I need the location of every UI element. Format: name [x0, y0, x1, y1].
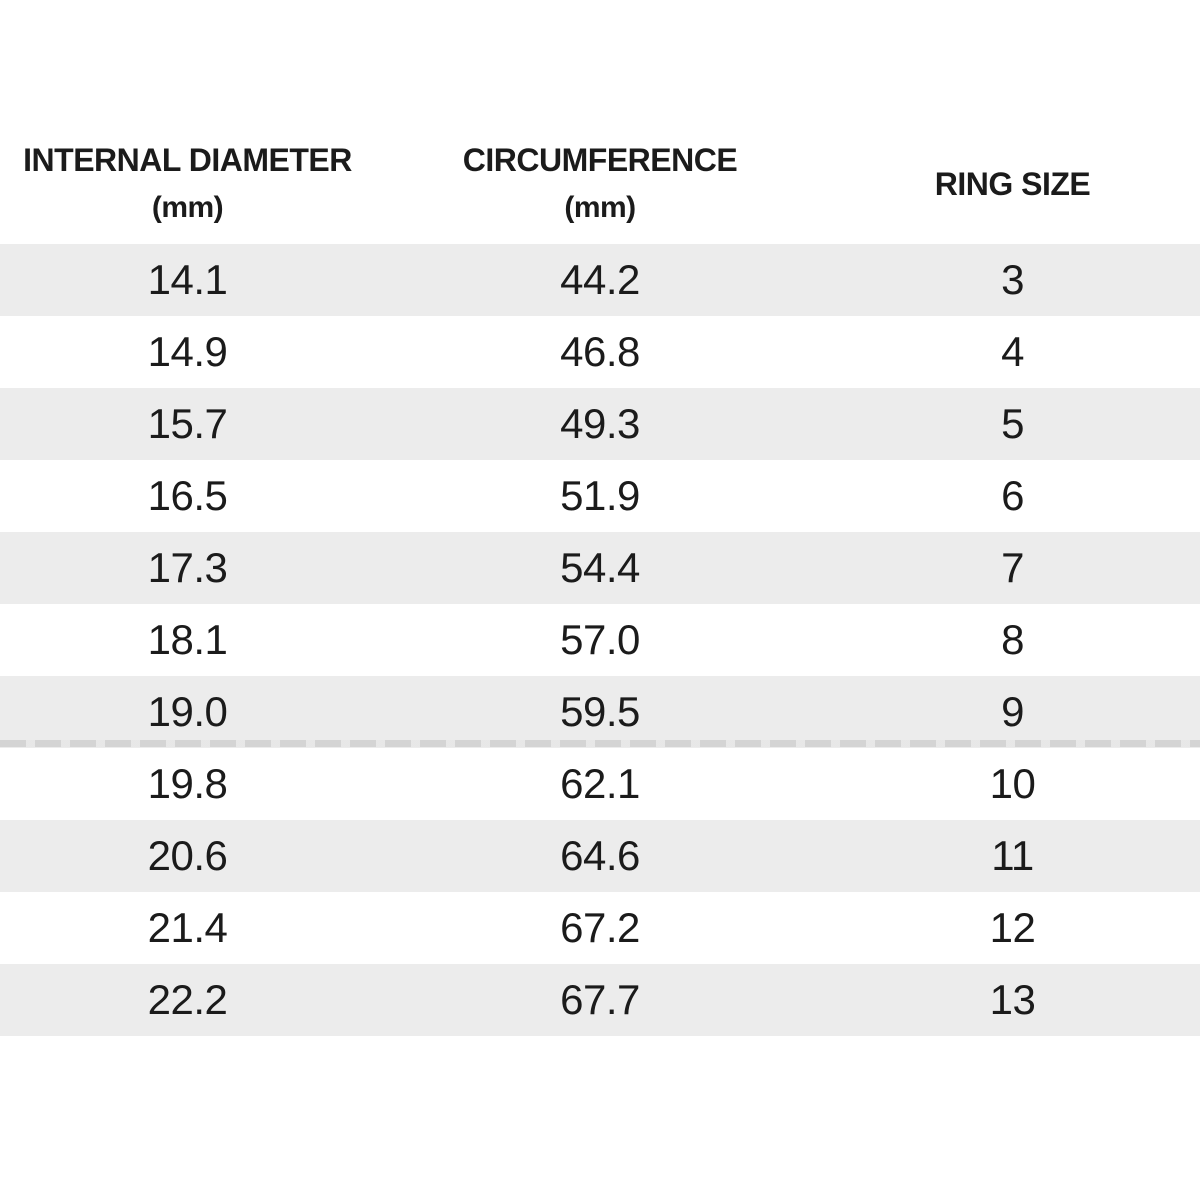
cell-ring-size: 4: [1001, 328, 1024, 375]
header-ring-size: RING SIZE: [825, 136, 1200, 232]
header-internal-diameter-unit: (mm): [151, 191, 224, 224]
table-row: 15.7 49.3 5: [0, 388, 1200, 460]
cell-circumference: 51.9: [560, 472, 640, 519]
header-circumference-label: CIRCUMFERENCE: [462, 142, 738, 178]
cell-ring-size: 5: [1001, 400, 1024, 447]
cell-circumference: 67.7: [560, 976, 640, 1023]
cell-ring-size: 12: [989, 904, 1036, 951]
table-row: 14.9 46.8 4: [0, 316, 1200, 388]
header-internal-diameter-label: INTERNAL DIAMETER: [23, 142, 352, 178]
cell-diameter: 19.0: [147, 688, 228, 735]
cell-circumference: 59.5: [560, 688, 640, 735]
cell-circumference: 49.3: [560, 400, 640, 447]
table-row: 19.0 59.5 9: [0, 676, 1200, 748]
cell-circumference: 64.6: [560, 832, 640, 879]
cell-circumference: 54.4: [560, 544, 640, 591]
cell-ring-size: 9: [1001, 688, 1024, 735]
cell-diameter: 16.5: [147, 472, 228, 519]
table-row: 16.5 51.9 6: [0, 460, 1200, 532]
header-circumference-unit: (mm): [564, 191, 636, 224]
table-row: 17.3 54.4 7: [0, 532, 1200, 604]
table-row: 19.8 62.1 10: [0, 748, 1200, 820]
cell-circumference: 44.2: [560, 256, 640, 303]
table-row: 21.4 67.2 12: [0, 892, 1200, 964]
cell-diameter: 20.6: [147, 832, 228, 879]
cell-ring-size: 8: [1001, 616, 1024, 663]
cell-circumference: 62.1: [560, 760, 640, 807]
cell-circumference: 67.2: [560, 904, 640, 951]
cell-circumference: 57.0: [560, 616, 640, 663]
cell-ring-size: 13: [989, 976, 1036, 1023]
cell-diameter: 14.1: [147, 256, 228, 303]
cell-ring-size: 3: [1001, 256, 1024, 303]
cell-ring-size: 11: [991, 832, 1034, 879]
header-internal-diameter: INTERNAL DIAMETER (mm): [0, 136, 375, 232]
cell-diameter: 22.2: [147, 976, 228, 1023]
header-circumference: CIRCUMFERENCE (mm): [375, 136, 825, 232]
header-ring-size-label: RING SIZE: [934, 166, 1091, 202]
ring-size-table: INTERNAL DIAMETER (mm) CIRCUMFERENCE (mm…: [0, 136, 1200, 1036]
cell-diameter: 19.8: [147, 760, 228, 807]
table-row: 20.6 64.6 11: [0, 820, 1200, 892]
cell-diameter: 18.1: [147, 616, 228, 663]
cell-diameter: 15.7: [147, 400, 228, 447]
cell-diameter: 14.9: [147, 328, 228, 375]
table-row: 18.1 57.0 8: [0, 604, 1200, 676]
cell-diameter: 21.4: [147, 904, 228, 951]
table-row: 22.2 67.7 13: [0, 964, 1200, 1036]
cell-circumference: 46.8: [560, 328, 640, 375]
jpeg-artifact-dashed-line: [0, 740, 1200, 747]
table-header-row: INTERNAL DIAMETER (mm) CIRCUMFERENCE (mm…: [0, 136, 1200, 232]
cell-diameter: 17.3: [147, 544, 228, 591]
cell-ring-size: 7: [1001, 544, 1024, 591]
table-row: 14.1 44.2 3: [0, 244, 1200, 316]
cell-ring-size: 6: [1001, 472, 1024, 519]
cell-ring-size: 10: [989, 760, 1036, 807]
